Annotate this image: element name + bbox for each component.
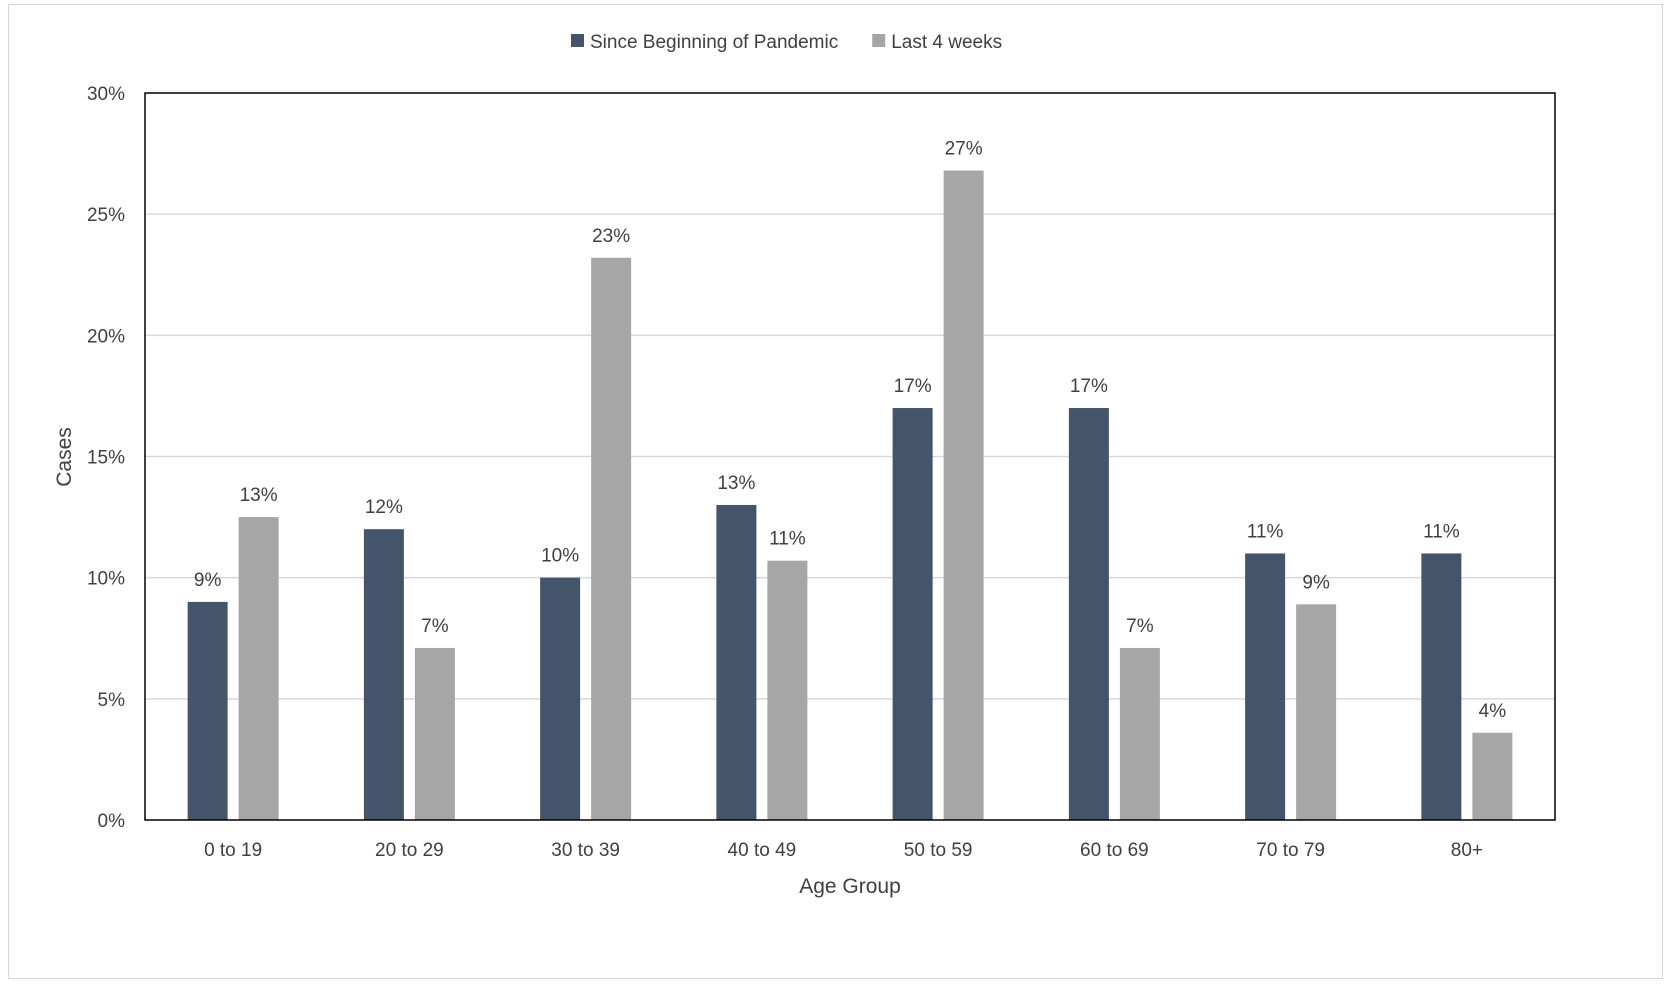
bar-data-label: 11% xyxy=(1247,521,1284,542)
y-tick-label: 10% xyxy=(87,569,125,590)
legend-swatch xyxy=(571,34,584,47)
x-axis-ticks: 0 to 19 20 to 29 30 to 39 40 to 49 50 to 59 6… xyxy=(204,840,1483,861)
bar-since-beginning xyxy=(1068,408,1109,820)
bar-data-label: 23% xyxy=(592,226,630,247)
bar-last-4-weeks xyxy=(1119,647,1160,820)
bar-since-beginning xyxy=(1245,553,1286,820)
y-axis-ticks: 0% 5% 10% 15% 20% 25% 30% xyxy=(87,84,125,832)
bar-last-4-weeks xyxy=(943,170,984,821)
x-tick-label: 80+ xyxy=(1451,840,1483,861)
bar-since-beginning xyxy=(1421,553,1462,820)
y-tick-label: 25% xyxy=(87,205,125,226)
bar-data-labels: 9% 13% 12% 7% 10% 23% 13% 11% 17% 27% 17% 7% 11% 9% 11… xyxy=(194,139,1506,722)
x-tick-label: 60 to 69 xyxy=(1080,840,1149,861)
bar-last-4-weeks xyxy=(1472,732,1513,820)
bar-since-beginning xyxy=(363,529,404,820)
y-tick-label: 5% xyxy=(98,690,126,711)
y-tick-label: 15% xyxy=(87,448,125,469)
y-axis-title: Cases xyxy=(53,427,76,487)
bar-chart: Since Beginning of Pandemic Last 4 weeks … xyxy=(53,32,1556,898)
bar-data-label: 13% xyxy=(240,485,278,506)
bar-last-4-weeks xyxy=(767,560,808,820)
bar-data-label: 27% xyxy=(945,139,983,160)
bar-data-label: 13% xyxy=(717,473,755,494)
bar-since-beginning xyxy=(716,504,757,820)
y-tick-label: 30% xyxy=(87,84,125,105)
bar-since-beginning xyxy=(892,408,933,820)
bar-data-label: 7% xyxy=(421,616,449,637)
legend-label: Last 4 weeks xyxy=(891,32,1002,53)
bar-since-beginning xyxy=(540,577,581,820)
legend-swatch xyxy=(872,34,886,47)
bar-last-4-weeks xyxy=(1296,604,1337,820)
bar-data-label: 10% xyxy=(541,546,579,567)
y-tick-label: 20% xyxy=(87,326,125,347)
bar-data-label: 7% xyxy=(1126,616,1154,637)
bar-last-4-weeks xyxy=(591,257,632,820)
x-axis-title: Age Group xyxy=(799,875,901,898)
bar-last-4-weeks xyxy=(414,647,455,820)
bar-data-label: 17% xyxy=(894,376,932,397)
x-tick-label: 70 to 79 xyxy=(1256,840,1325,861)
bar-since-beginning xyxy=(187,601,228,820)
bar-data-label: 4% xyxy=(1479,701,1507,722)
legend: Since Beginning of Pandemic Last 4 weeks xyxy=(571,32,1002,53)
x-tick-label: 0 to 19 xyxy=(204,840,262,861)
x-tick-label: 30 to 39 xyxy=(551,840,620,861)
x-tick-label: 40 to 49 xyxy=(728,840,797,861)
bar-last-4-weeks xyxy=(238,517,279,820)
bar-data-label: 12% xyxy=(365,497,403,518)
bar-data-label: 9% xyxy=(1302,572,1330,593)
bar-data-label: 11% xyxy=(769,529,806,550)
bar-data-label: 11% xyxy=(1423,521,1460,542)
plot-area-border xyxy=(144,92,1556,821)
bars xyxy=(187,170,1513,821)
legend-label: Since Beginning of Pandemic xyxy=(590,32,838,53)
bar-data-label: 17% xyxy=(1070,376,1108,397)
bar-data-label: 9% xyxy=(194,570,222,591)
x-tick-label: 20 to 29 xyxy=(375,840,444,861)
chart-frame: Since Beginning of Pandemic Last 4 weeks … xyxy=(8,4,1663,979)
x-tick-label: 50 to 59 xyxy=(904,840,973,861)
gridlines xyxy=(145,213,1555,700)
y-tick-label: 0% xyxy=(98,811,126,832)
